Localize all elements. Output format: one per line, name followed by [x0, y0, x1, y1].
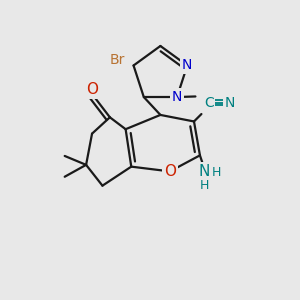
Text: H: H — [212, 166, 221, 179]
Text: O: O — [164, 164, 176, 179]
Text: N: N — [199, 164, 210, 179]
Text: C: C — [204, 96, 214, 110]
Text: Br: Br — [110, 53, 125, 67]
Text: O: O — [86, 82, 98, 97]
Text: N: N — [172, 90, 182, 104]
Text: N: N — [182, 58, 192, 73]
Text: N: N — [225, 96, 235, 110]
Text: H: H — [200, 179, 209, 193]
